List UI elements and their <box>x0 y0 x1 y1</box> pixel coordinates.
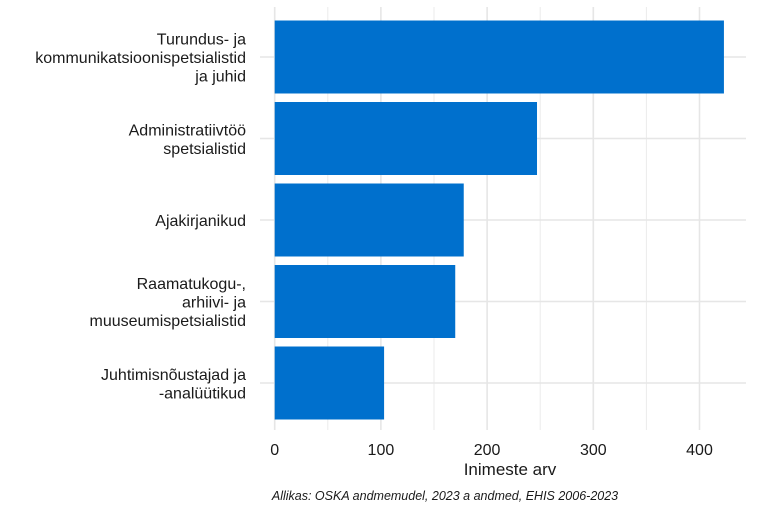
x-tick-labels: 0 100 200 300 400 <box>270 442 713 459</box>
category-label: spetsialistid <box>163 141 246 158</box>
bar <box>274 102 538 175</box>
x-tick-label: 400 <box>686 442 713 459</box>
x-tick-label: 200 <box>474 442 501 459</box>
category-labels: Turundus- jakommunikatsioonispetsialisti… <box>35 32 246 403</box>
category-label: Administratiivtöö <box>129 122 246 139</box>
category-label: muuseumispetsialistid <box>89 313 246 330</box>
category-label: ja juhid <box>194 69 246 86</box>
category-label: kommunikatsioonispetsialistid <box>35 50 246 67</box>
category-label: Turundus- ja <box>157 32 246 49</box>
bars <box>274 20 724 420</box>
x-tick-label: 100 <box>368 442 395 459</box>
bar <box>274 20 724 94</box>
category-label: Juhtimisnõustajad ja <box>101 367 246 384</box>
x-axis-label: Inimeste arv <box>464 460 557 479</box>
x-tick-label: 300 <box>580 442 607 459</box>
category-label: Raamatukogu-, <box>137 276 246 293</box>
bar <box>274 265 456 338</box>
caption: Allikas: OSKA andmemudel, 2023 a andmed,… <box>271 489 618 503</box>
bar <box>274 346 385 420</box>
category-label: arhiivi- ja <box>182 295 246 312</box>
bar <box>274 183 464 257</box>
category-label: -analüütikud <box>159 385 246 402</box>
x-tick-label: 0 <box>270 442 279 459</box>
category-label: Ajakirjanikud <box>155 213 246 230</box>
